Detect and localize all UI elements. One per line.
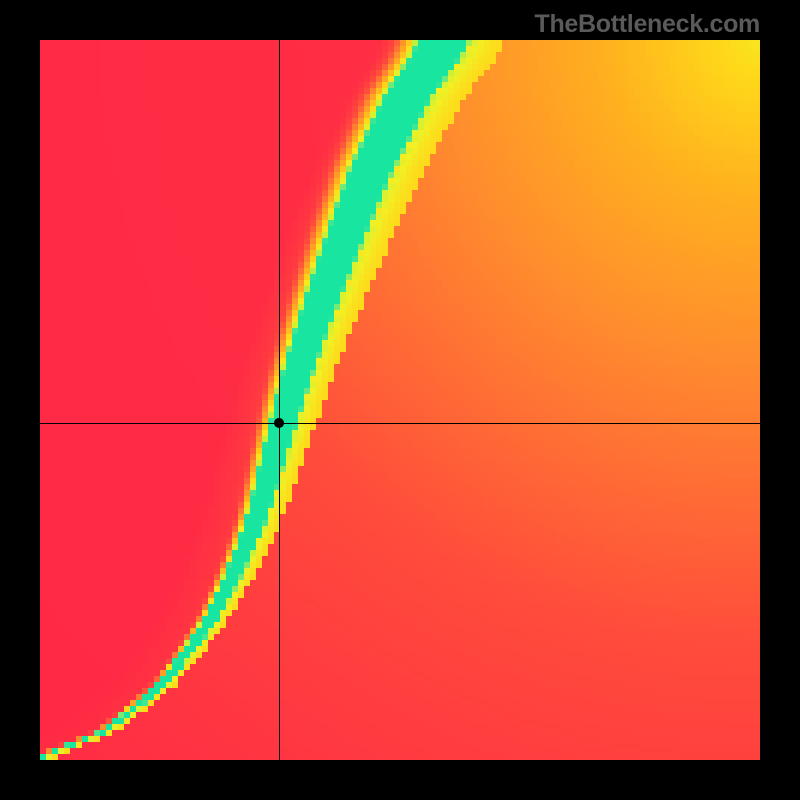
attribution-text: TheBottleneck.com <box>534 10 760 39</box>
chart-container: TheBottleneck.com <box>0 0 800 800</box>
heatmap-canvas <box>0 0 800 800</box>
